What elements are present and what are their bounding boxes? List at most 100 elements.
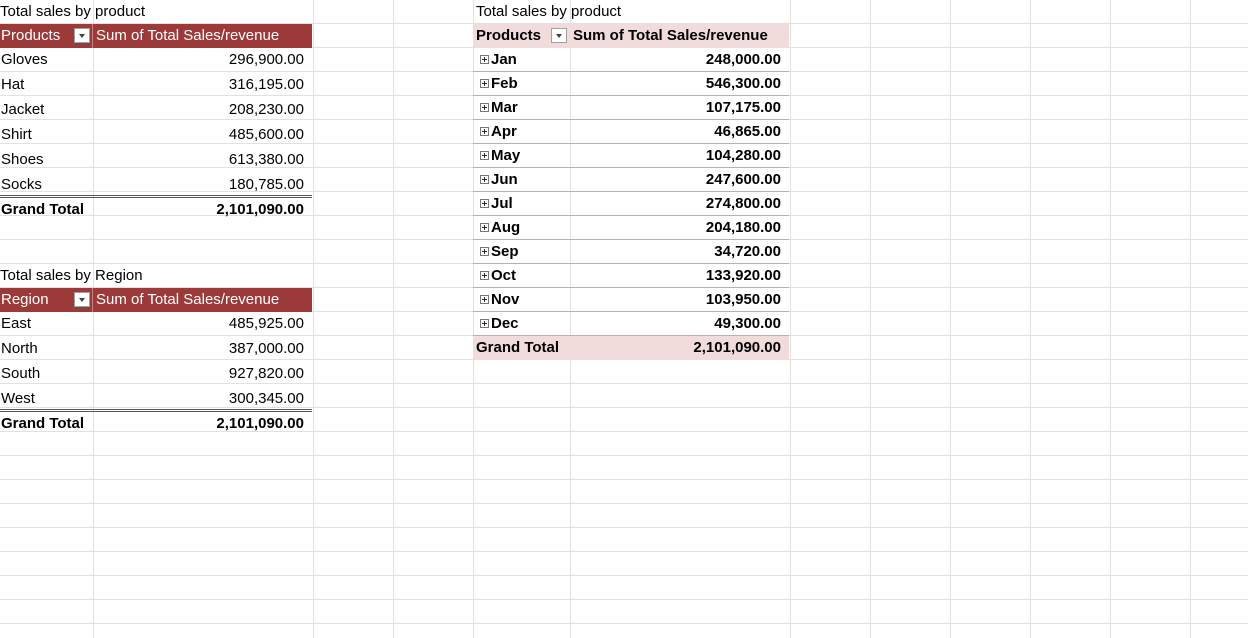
grand-total-row[interactable]: Grand Total 2,101,090.00 [0,412,312,436]
pivot-row[interactable]: Jacket 208,230.00 [0,98,312,123]
row-label-header-text: Products [476,27,542,44]
row-label: Aug [491,219,521,236]
row-value: 316,195.00 [228,76,304,93]
pivot-header-row: Products Sum of Total Sales/revenue [0,24,312,48]
row-label-header[interactable]: Region [0,288,93,312]
pivot-row[interactable]: Hat 316,195.00 [0,73,312,98]
row-value: 104,280.00 [705,147,781,164]
plus-box-icon[interactable] [480,222,489,232]
row-label-cell: Aug [473,216,570,239]
row-value: 387,000.00 [228,340,304,357]
row-label-header[interactable]: Products [0,24,93,48]
value-header[interactable]: Sum of Total Sales/revenue [96,27,280,44]
row-value: 107,175.00 [705,99,781,116]
row-value: 46,865.00 [714,123,781,140]
row-label: Jun [491,171,518,188]
row-label: Oct [491,267,517,284]
grand-total-row[interactable]: Grand Total 2,101,090.00 [473,336,789,360]
pivot-row-month[interactable]: May 104,280.00 [473,144,789,168]
pivot-row[interactable]: Socks 180,785.00 [0,173,312,198]
row-label: Socks [1,176,42,193]
row-label-header[interactable]: Products [473,24,570,48]
row-label: West [1,390,35,407]
pivot-row[interactable]: South 927,820.00 [0,362,312,387]
pivot-row-month[interactable]: Jun 247,600.00 [473,168,789,192]
plus-box-icon[interactable] [480,270,489,280]
row-label: Nov [491,291,520,308]
row-label-header-text: Region [1,291,49,308]
pivot-row[interactable]: Shoes 613,380.00 [0,148,312,173]
row-label-cell: Shirt [0,123,93,147]
pivot-table-region[interactable]: Total sales by Region Region Sum of Tota… [0,264,312,436]
row-value: 247,600.00 [705,171,781,188]
row-label: South [1,365,41,382]
row-label-cell: Socks [0,173,93,195]
pivot-row-month[interactable]: Mar 107,175.00 [473,96,789,120]
row-label-cell: North [0,337,93,361]
plus-box-icon[interactable] [480,150,489,160]
row-value: 49,300.00 [714,315,781,332]
plus-box-icon[interactable] [480,246,489,256]
grand-total-value: 2,101,090.00 [693,339,781,356]
pivot-title: Total sales by product [476,3,622,20]
pivot-row-month[interactable]: Aug 204,180.00 [473,216,789,240]
row-value: 208,230.00 [228,101,304,118]
value-header[interactable]: Sum of Total Sales/revenue [573,27,768,44]
grand-total-value: 2,101,090.00 [216,415,304,432]
row-label-cell: Jan [473,48,570,71]
pivot-row[interactable]: Shirt 485,600.00 [0,123,312,148]
value-header[interactable]: Sum of Total Sales/revenue [96,291,280,308]
pivot-table-month[interactable]: Total sales by product Products Sum of T… [473,0,789,360]
plus-box-icon[interactable] [480,126,489,136]
row-value: 34,720.00 [714,243,781,260]
row-value: 180,785.00 [228,176,304,193]
row-label-cell: May [473,144,570,167]
row-label-cell: Mar [473,96,570,119]
row-value: 274,800.00 [705,195,781,212]
pivot-row-month[interactable]: Nov 103,950.00 [473,288,789,312]
row-label: Shirt [1,126,32,143]
pivot-row[interactable]: West 300,345.00 [0,387,312,412]
row-label: Gloves [1,51,48,68]
pivot-title: Total sales by product [0,3,146,20]
grand-total-row[interactable]: Grand Total 2,101,090.00 [0,198,312,222]
pivot-row-month[interactable]: Sep 34,720.00 [473,240,789,264]
pivot-row[interactable]: Gloves 296,900.00 [0,48,312,73]
grand-total-label: Grand Total [476,339,560,356]
chevron-down-icon[interactable] [74,28,90,43]
plus-box-icon[interactable] [480,318,489,328]
row-label-cell: South [0,362,93,386]
row-value: 927,820.00 [228,365,304,382]
pivot-row-month[interactable]: Apr 46,865.00 [473,120,789,144]
row-value: 248,000.00 [705,51,781,68]
pivot-row-month[interactable]: Oct 133,920.00 [473,264,789,288]
plus-box-icon[interactable] [480,198,489,208]
plus-box-icon[interactable] [480,78,489,88]
pivot-row-month[interactable]: Dec 49,300.00 [473,312,789,336]
pivot-table-product[interactable]: Total sales by product Products Sum of T… [0,0,312,222]
pivot-row[interactable]: North 387,000.00 [0,337,312,362]
row-label-cell: Sep [473,240,570,263]
plus-box-icon[interactable] [480,54,489,64]
plus-box-icon[interactable] [480,174,489,184]
row-label-header-text: Products [1,27,61,44]
row-label: East [1,315,32,332]
plus-box-icon[interactable] [480,102,489,112]
row-label: Jul [491,195,513,212]
pivot-row-month[interactable]: Jul 274,800.00 [473,192,789,216]
row-label: Jacket [1,101,45,118]
chevron-down-icon[interactable] [551,28,567,43]
pivot-row-month[interactable]: Jan 248,000.00 [473,48,789,72]
row-label-cell: Jun [473,168,570,191]
row-value: 613,380.00 [228,151,304,168]
row-label: Dec [491,315,519,332]
row-value: 204,180.00 [705,219,781,236]
row-label: Shoes [1,151,44,168]
pivot-row[interactable]: East 485,925.00 [0,312,312,337]
row-value: 300,345.00 [228,390,304,407]
plus-box-icon[interactable] [480,294,489,304]
chevron-down-icon[interactable] [74,292,90,307]
row-value: 485,925.00 [228,315,304,332]
row-label-cell: West [0,387,93,409]
pivot-row-month[interactable]: Feb 546,300.00 [473,72,789,96]
